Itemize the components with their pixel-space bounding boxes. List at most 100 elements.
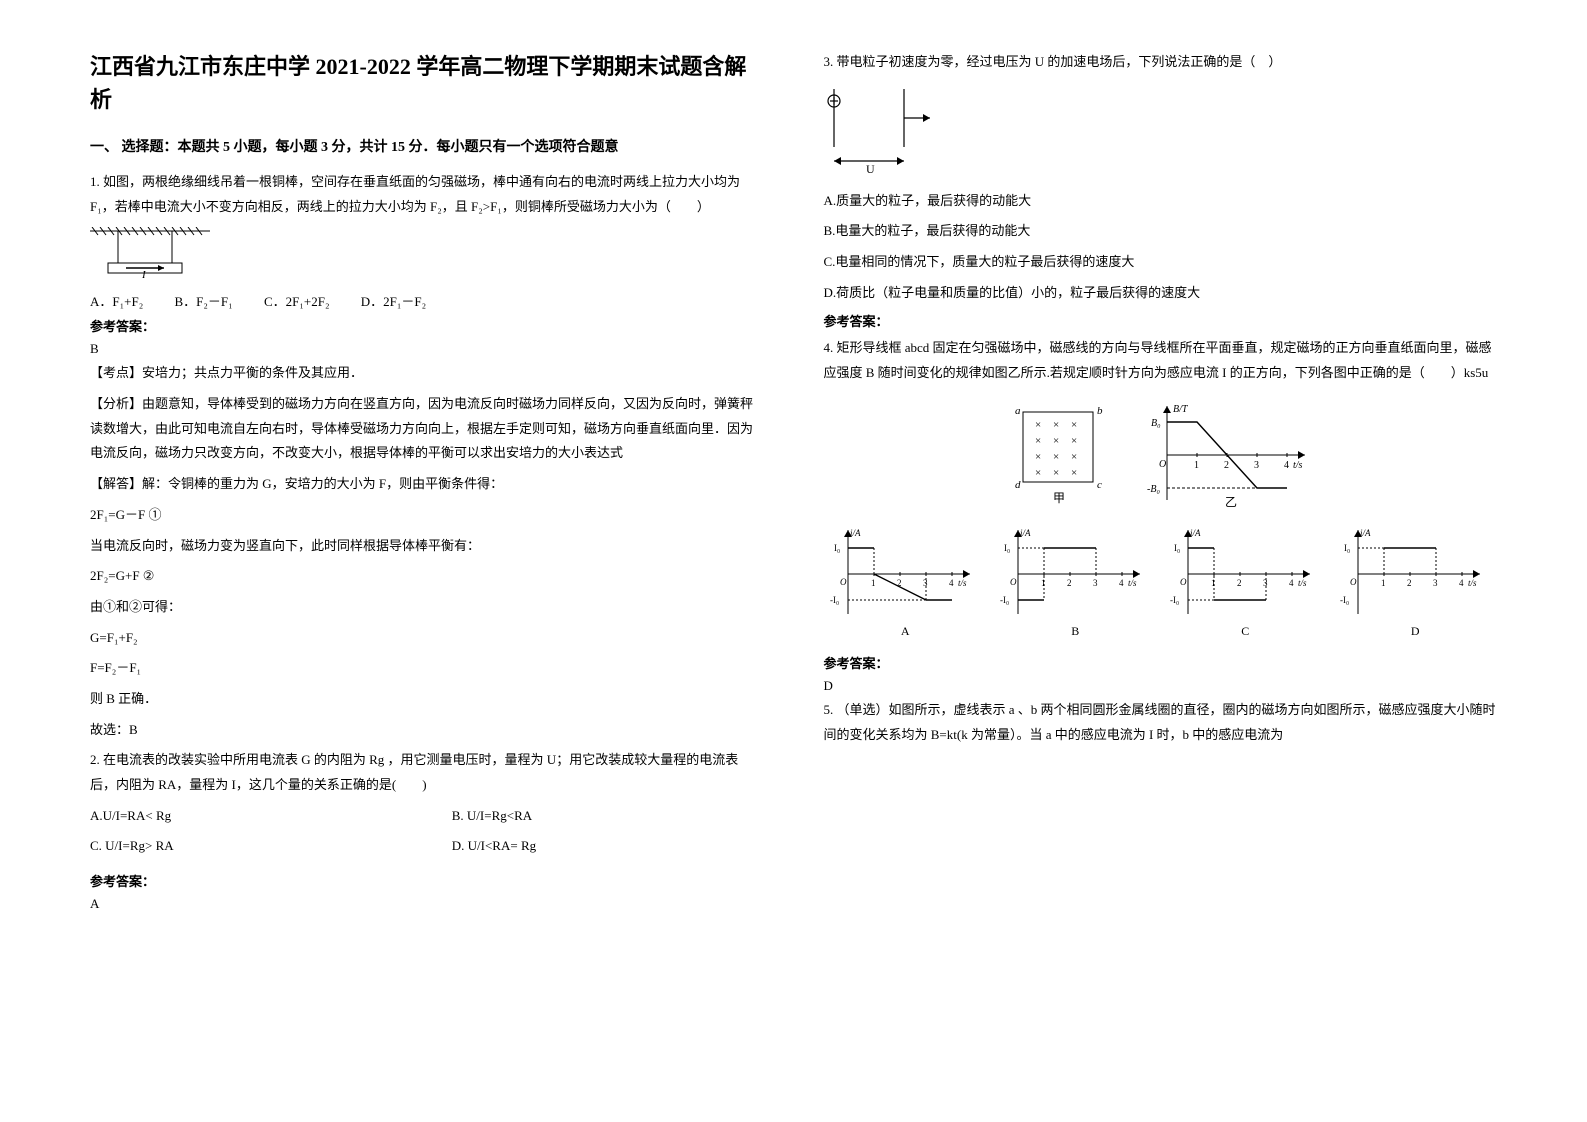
svg-text:1: 1 (1211, 578, 1216, 588)
svg-text:O: O (1350, 577, 1357, 587)
svg-text:×: × (1053, 419, 1059, 431)
svg-text:O: O (1010, 577, 1017, 587)
q2-answer-label: 参考答案： (90, 871, 764, 890)
svg-text:甲: 甲 (1053, 491, 1065, 505)
q1-stem: 1. 如图，两根绝缘细线吊着一根铜棒，空间存在垂直纸面的匀强磁场，棒中通有向右的… (90, 170, 764, 219)
svg-text:4: 4 (1289, 578, 1294, 588)
svg-text:I₀: I₀ (834, 543, 840, 553)
svg-text:4: 4 (949, 578, 954, 588)
svg-text:1: 1 (1194, 460, 1199, 471)
svg-text:3: 3 (1433, 578, 1438, 588)
q1-l8: 故选：B (90, 718, 764, 743)
q4-option-graphs: i/A t/s I₀ -I₀ 1 2 3 4 O A (824, 524, 1498, 639)
svg-text:d: d (1015, 479, 1021, 491)
q1-l3: 2F₂=G+F ② (90, 564, 764, 589)
svg-text:1: 1 (871, 578, 876, 588)
q2-opt-b: B. U/I=Rg<RA (452, 804, 764, 829)
svg-text:t/s: t/s (958, 578, 967, 588)
q5-stem: 5. （单选）如图所示，虚线表示 a 、b 两个相同圆形金属线圈的直径，圈内的磁… (824, 698, 1498, 747)
q1-l7: 则 B 正确． (90, 687, 764, 712)
q3-answer-label: 参考答案： (824, 311, 1498, 330)
q1-l4: 由①和②可得： (90, 595, 764, 620)
svg-text:i/A: i/A (1360, 528, 1371, 538)
q4-graph-d: i/A t/s I₀ -I₀ 1 2 3 4 O D (1340, 524, 1490, 639)
svg-text:3: 3 (923, 578, 928, 588)
svg-text:×: × (1071, 451, 1077, 463)
q2-opt-a: A.U/I=RA< Rg (90, 804, 402, 829)
svg-text:I₀: I₀ (1344, 543, 1350, 553)
svg-text:B₀: B₀ (1151, 418, 1161, 429)
q4-answer: D (824, 678, 1498, 694)
q4-graph-a: i/A t/s I₀ -I₀ 1 2 3 4 O A (830, 524, 980, 639)
q1-l6: F=F₂－F₁ (90, 656, 764, 681)
svg-text:3: 3 (1263, 578, 1268, 588)
section-1-heading: 一、 选择题：本题共 5 小题，每小题 3 分，共计 15 分．每小题只有一个选… (90, 136, 764, 156)
svg-text:a: a (1015, 405, 1021, 417)
svg-text:1: 1 (1381, 578, 1386, 588)
svg-text:t/s: t/s (1128, 578, 1137, 588)
svg-text:4: 4 (1459, 578, 1464, 588)
svg-text:×: × (1071, 435, 1077, 447)
svg-text:×: × (1053, 451, 1059, 463)
q1-l5: G=F₁+F₂ (90, 626, 764, 651)
svg-text:2: 2 (1067, 578, 1072, 588)
svg-text:-I₀: -I₀ (1170, 595, 1179, 605)
svg-text:O: O (1180, 577, 1187, 587)
svg-text:-I₀: -I₀ (830, 595, 839, 605)
svg-text:×: × (1035, 435, 1041, 447)
q4-graph-b: i/A t/s I₀ -I₀ 1 2 3 4 O B (1000, 524, 1150, 639)
svg-text:3: 3 (1093, 578, 1098, 588)
svg-text:t/s: t/s (1293, 460, 1303, 471)
q1-figure: I (90, 227, 764, 281)
svg-text:i/A: i/A (1020, 528, 1031, 538)
left-column: 江西省九江市东庄中学 2021-2022 学年高二物理下学期期末试题含解析 一、… (90, 50, 764, 1072)
right-column: 3. 带电粒子初速度为零，经过电压为 U 的加速电场后，下列说法正确的是（ ） … (824, 50, 1498, 1072)
svg-text:乙: 乙 (1225, 495, 1237, 509)
svg-text:×: × (1035, 419, 1041, 431)
svg-text:-I₀: -I₀ (1340, 595, 1349, 605)
svg-text:×: × (1035, 451, 1041, 463)
svg-text:i/A: i/A (850, 528, 861, 538)
q3-opt-d: D.荷质比（粒子电量和质量的比值）小的，粒子最后获得的速度大 (824, 281, 1498, 306)
svg-text:×: × (1053, 467, 1059, 479)
q4-label-a: A (830, 624, 980, 639)
svg-text:O: O (840, 577, 847, 587)
svg-text:I: I (141, 269, 147, 281)
svg-text:-I₀: -I₀ (1000, 595, 1009, 605)
svg-text:-B₀: -B₀ (1147, 484, 1160, 495)
svg-text:I₀: I₀ (1004, 543, 1010, 553)
q1-opt-a: A．F₁+F₂ (90, 291, 143, 310)
q4-label-c: C (1170, 624, 1320, 639)
q4-bt-figure: B/T t/s B₀ -B₀ 1 2 3 4 O 乙 (1145, 400, 1315, 510)
q4-answer-label: 参考答案： (824, 653, 1498, 672)
svg-text:O: O (1159, 459, 1166, 470)
svg-text:2: 2 (897, 578, 902, 588)
q3-opt-c: C.电量相同的情况下，质量大的粒子最后获得的速度大 (824, 250, 1498, 275)
q4-figure-row: ××× ××× ××× ××× a b c d 甲 (824, 400, 1498, 510)
q2-stem: 2. 在电流表的改装实验中所用电流表 G 的内阻为 Rg ，用它测量电压时，量程… (90, 748, 764, 797)
svg-text:2: 2 (1237, 578, 1242, 588)
q3-stem: 3. 带电粒子初速度为零，经过电压为 U 的加速电场后，下列说法正确的是（ ） (824, 50, 1498, 75)
svg-text:c: c (1097, 479, 1102, 491)
q1-opt-d: D．2F₁－F₂ (361, 291, 426, 310)
q1-exp1: 【考点】安培力；共点力平衡的条件及其应用． (90, 361, 764, 386)
q1-l1: 2F₁=G－F ① (90, 503, 764, 528)
q2-answer: A (90, 896, 764, 912)
q3-figure: U (824, 85, 1498, 175)
svg-text:U: U (866, 162, 875, 175)
svg-text:×: × (1071, 419, 1077, 431)
svg-text:i/A: i/A (1190, 528, 1201, 538)
q1-options: A．F₁+F₂ B．F₂－F₁ C．2F₁+2F₂ D．2F₁－F₂ (90, 291, 764, 310)
svg-text:×: × (1035, 467, 1041, 479)
doc-title: 江西省九江市东庄中学 2021-2022 学年高二物理下学期期末试题含解析 (90, 50, 764, 116)
svg-text:B/T: B/T (1173, 404, 1189, 415)
svg-text:4: 4 (1284, 460, 1289, 471)
svg-text:2: 2 (1407, 578, 1412, 588)
q4-label-d: D (1340, 624, 1490, 639)
q3-opt-a: A.质量大的粒子，最后获得的动能大 (824, 189, 1498, 214)
svg-text:1: 1 (1041, 578, 1046, 588)
q2-opt-c: C. U/I=Rg> RA (90, 834, 402, 859)
svg-text:4: 4 (1119, 578, 1124, 588)
q4-stem: 4. 矩形导线框 abcd 固定在匀强磁场中，磁感线的方向与导线框所在平面垂直，… (824, 336, 1498, 385)
q4-label-b: B (1000, 624, 1150, 639)
